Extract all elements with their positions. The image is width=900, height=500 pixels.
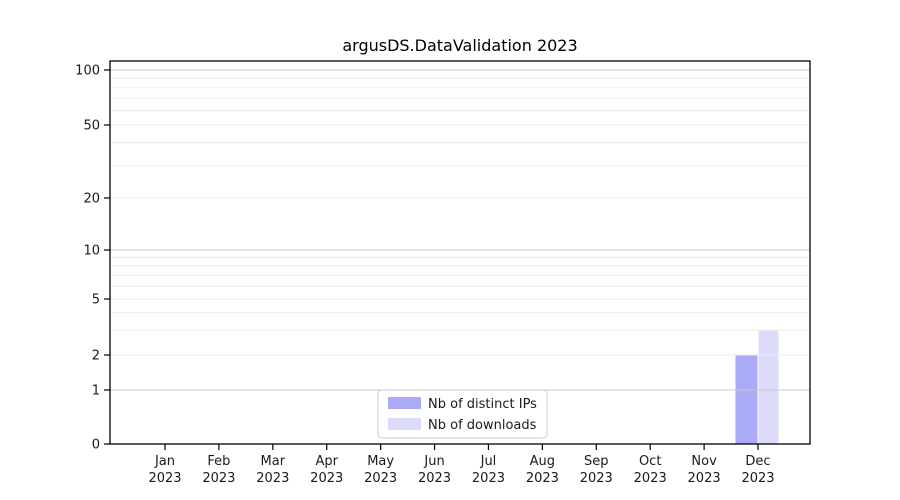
bar-dec-series0 (735, 355, 758, 444)
legend-label-downloads: Nb of downloads (428, 418, 537, 433)
y-tick-label-2: 2 (92, 349, 100, 364)
y-tick-label-5: 5 (92, 293, 100, 308)
x-tick-label-month-mar: Mar (261, 454, 286, 469)
x-tick-label-month-jan: Jan (154, 454, 175, 469)
legend: Nb of distinct IPs Nb of downloads (377, 389, 548, 439)
legend-label-distinct-ips: Nb of distinct IPs (428, 397, 537, 412)
legend-swatch-downloads (388, 418, 421, 430)
axis-labels-layer: 0 1 2 5 10 20 50 100 Jan 2023 Feb 2023 Mar 2023 Apr 202… (75, 64, 774, 487)
x-tick-label-year-aug: 2023 (526, 471, 559, 486)
x-tick-label-month-aug: Aug (530, 454, 555, 469)
bars-layer (735, 330, 779, 444)
y-tick-label-10: 10 (83, 244, 100, 259)
x-tick-label-year-dec: 2023 (741, 471, 774, 486)
x-tick-label-year-jun: 2023 (418, 471, 451, 486)
y-tick-label-1: 1 (92, 384, 100, 399)
x-tick-label-year-jul: 2023 (472, 471, 505, 486)
x-tick-label-month-apr: Apr (315, 454, 338, 469)
x-tick-label-year-apr: 2023 (310, 471, 343, 486)
x-tick-label-month-feb: Feb (207, 454, 230, 469)
x-tick-label-month-dec: Dec (745, 454, 770, 469)
y-tick-label-0: 0 (92, 438, 100, 453)
x-tick-label-year-mar: 2023 (256, 471, 289, 486)
plot-frame (109, 60, 811, 445)
axis-ticks-layer (104, 69, 759, 450)
bar-dec-series1 (758, 330, 779, 444)
x-tick-label-year-oct: 2023 (634, 471, 667, 486)
x-tick-label-month-jul: Jul (480, 454, 497, 469)
x-tick-label-month-sep: Sep (584, 454, 609, 469)
y-tick-label-50: 50 (83, 119, 100, 134)
x-tick-label-year-may: 2023 (364, 471, 397, 486)
legend-swatch-distinct-ips (388, 397, 421, 409)
x-tick-label-year-feb: 2023 (202, 471, 235, 486)
x-tick-label-year-nov: 2023 (688, 471, 721, 486)
x-tick-label-year-jan: 2023 (148, 471, 181, 486)
x-tick-label-year-sep: 2023 (580, 471, 613, 486)
y-tick-label-100: 100 (75, 64, 100, 79)
x-tick-label-month-oct: Oct (639, 454, 661, 469)
x-tick-label-month-nov: Nov (691, 454, 717, 469)
gridlines-layer (110, 69, 810, 391)
chart-title: argusDS.DataValidation 2023 (342, 36, 577, 55)
x-tick-label-month-may: May (367, 454, 394, 469)
y-tick-label-20: 20 (83, 192, 100, 207)
x-tick-label-month-jun: Jun (423, 454, 444, 469)
